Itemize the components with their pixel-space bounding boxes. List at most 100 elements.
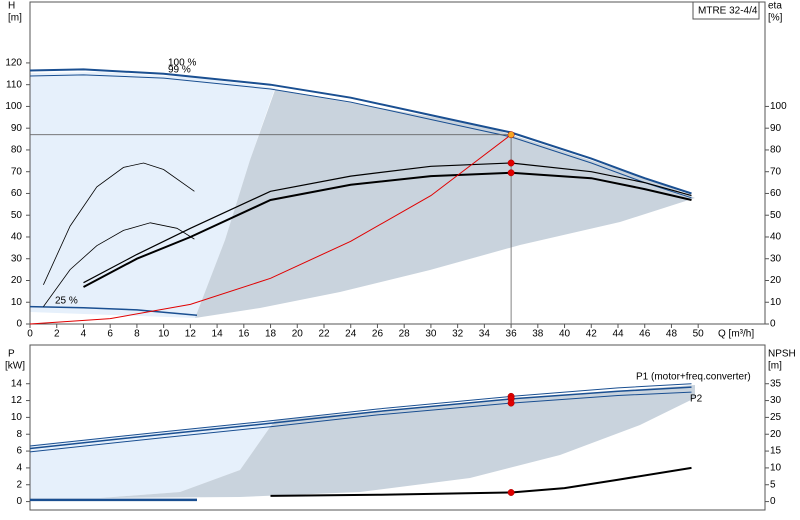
y-tick-label: 20 — [11, 275, 23, 286]
curve — [29, 68, 692, 195]
x-tick-label: 46 — [639, 329, 651, 340]
x-tick-label: 30 — [425, 329, 437, 340]
y-tick-label: 2 — [16, 479, 22, 490]
y-axis-unit: [m] — [8, 13, 22, 24]
x-tick-label: 48 — [666, 329, 678, 340]
curve — [29, 386, 692, 450]
x-tick-label: 50 — [693, 329, 705, 340]
x-tick-label: 14 — [212, 329, 224, 340]
curve — [29, 391, 692, 453]
x-tick-label: 12 — [185, 329, 197, 340]
duty-point — [507, 489, 515, 496]
y-tick-label: 50 — [11, 210, 23, 221]
x-tick-label: 4 — [81, 329, 87, 340]
y2-tick-label: 5 — [770, 479, 776, 490]
y-axis-unit: [kW] — [5, 361, 25, 372]
x-tick-label: 20 — [292, 329, 304, 340]
curve — [270, 466, 692, 497]
duty-point — [507, 159, 515, 167]
y2-axis-unit: [m] — [768, 361, 782, 372]
y-tick-label: 4 — [16, 463, 22, 474]
curve-label: 25 % — [55, 296, 78, 307]
duty-point — [507, 169, 515, 177]
x-tick-label: 42 — [586, 329, 598, 340]
y-tick-label: 0 — [16, 319, 22, 330]
y2-tick-label: 25 — [770, 412, 782, 423]
curve — [29, 74, 692, 199]
x-tick-label: 6 — [107, 329, 113, 340]
curve — [29, 134, 512, 325]
y-axis-label: P — [8, 349, 15, 360]
y-tick-label: 6 — [16, 446, 22, 457]
y2-axis-label: eta — [768, 1, 782, 12]
y2-axis-label: NPSH — [768, 349, 796, 360]
y2-tick-label: 35 — [770, 378, 782, 389]
y-tick-label: 70 — [11, 166, 23, 177]
x-tick-label: 28 — [399, 329, 411, 340]
y-tick-label: 10 — [11, 297, 23, 308]
curve — [43, 222, 195, 307]
curve — [83, 162, 692, 284]
y2-axis-unit: [%] — [768, 13, 783, 24]
curve — [83, 171, 692, 288]
x-tick-label: 10 — [158, 329, 170, 340]
y-tick-label: 60 — [11, 188, 23, 199]
duty-point — [507, 131, 515, 139]
curve-label: P2 — [690, 394, 703, 405]
y2-tick-label: 30 — [770, 395, 782, 406]
y-axis-label: H — [8, 1, 15, 12]
curve — [43, 162, 195, 285]
curve-label: 99 % — [168, 65, 191, 76]
x-tick-label: 0 — [27, 329, 33, 340]
range-area — [30, 72, 275, 318]
plot-frame — [29, 1, 766, 325]
x-axis-label: Q [m³/h] — [718, 329, 754, 340]
y-tick-label: 40 — [11, 232, 23, 243]
y-tick-label: 30 — [11, 253, 23, 264]
y2-tick-label: 70 — [770, 166, 782, 177]
y2-tick-label: 60 — [770, 188, 782, 199]
y2-tick-label: 50 — [770, 210, 782, 221]
x-tick-label: 16 — [238, 329, 250, 340]
y-tick-label: 100 — [5, 101, 22, 112]
x-tick-label: 36 — [506, 329, 518, 340]
x-tick-label: 44 — [612, 329, 624, 340]
y-tick-label: 14 — [11, 378, 23, 389]
y2-tick-label: 20 — [770, 429, 782, 440]
y2-tick-label: 0 — [770, 319, 776, 330]
y2-tick-label: 15 — [770, 446, 782, 457]
curve-label: 100 % — [168, 58, 196, 69]
x-tick-label: 32 — [452, 329, 464, 340]
y-tick-label: 80 — [11, 145, 23, 156]
y-tick-label: 120 — [5, 58, 22, 69]
plot-frame — [29, 344, 766, 511]
y2-tick-label: 100 — [770, 101, 787, 112]
curve — [29, 383, 692, 447]
x-tick-label: 40 — [559, 329, 571, 340]
duty-point — [507, 399, 515, 407]
y-tick-label: 0 — [16, 496, 22, 507]
y-tick-label: 10 — [11, 412, 23, 423]
x-tick-label: 8 — [134, 329, 140, 340]
y2-tick-label: 40 — [770, 232, 782, 243]
x-tick-label: 2 — [54, 329, 60, 340]
y2-tick-label: 0 — [770, 496, 776, 507]
curve-label: P1 (motor+freq.converter) — [636, 372, 751, 383]
x-tick-label: 26 — [372, 329, 384, 340]
x-tick-label: 38 — [532, 329, 544, 340]
y2-tick-label: 10 — [770, 463, 782, 474]
y2-tick-label: 20 — [770, 275, 782, 286]
curve — [29, 305, 198, 317]
x-tick-label: 22 — [318, 329, 330, 340]
range-area — [100, 385, 695, 498]
y-tick-label: 8 — [16, 429, 22, 440]
x-tick-label: 24 — [345, 329, 357, 340]
y2-tick-label: 10 — [770, 297, 782, 308]
range-area — [195, 90, 695, 318]
y-tick-label: 110 — [6, 79, 22, 90]
y-tick-label: 12 — [11, 395, 23, 406]
y-tick-label: 90 — [11, 123, 23, 134]
legend-text: MTRE 32-4/4 — [698, 6, 758, 17]
